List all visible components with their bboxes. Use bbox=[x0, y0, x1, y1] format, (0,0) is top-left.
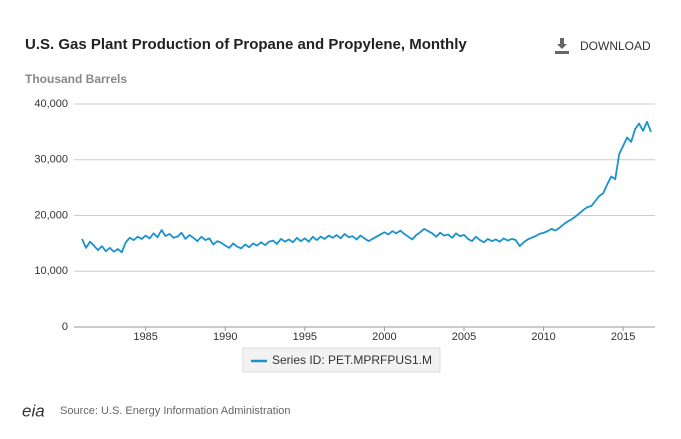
x-tick-label: 2005 bbox=[452, 331, 476, 343]
download-label[interactable]: DOWNLOAD bbox=[580, 39, 651, 53]
download-button[interactable]: DOWNLOAD bbox=[555, 38, 651, 54]
x-tick-label: 2000 bbox=[372, 331, 396, 343]
legend-box bbox=[242, 347, 441, 373]
x-tick-label: 1995 bbox=[293, 331, 317, 343]
y-axis-label: Thousand Barrels bbox=[25, 72, 127, 86]
source: Source: U.S. Energy Information Administ… bbox=[60, 405, 291, 417]
y-tick-label: 10,000 bbox=[34, 265, 68, 277]
x-tick-label: 1985 bbox=[133, 331, 157, 343]
x-tick-label: 2015 bbox=[611, 331, 635, 343]
y-tick-label: 0 bbox=[62, 321, 68, 333]
x-tick-label: 1990 bbox=[213, 331, 237, 343]
y-tick-label: 40,000 bbox=[34, 98, 68, 110]
chart-title: U.S. Gas Plant Production of Propane and… bbox=[25, 36, 467, 53]
y-tick-label: 20,000 bbox=[34, 209, 68, 221]
logo-text: eia bbox=[22, 401, 45, 420]
download-icon bbox=[555, 38, 569, 54]
data-line bbox=[81, 120, 652, 254]
y-tick-label: 30,000 bbox=[34, 154, 68, 166]
legend-label: Series ID: PET.MPRFPUS1.M bbox=[272, 353, 432, 367]
eia-logo: eia bbox=[22, 401, 45, 420]
x-tick-label: 2010 bbox=[531, 331, 555, 343]
